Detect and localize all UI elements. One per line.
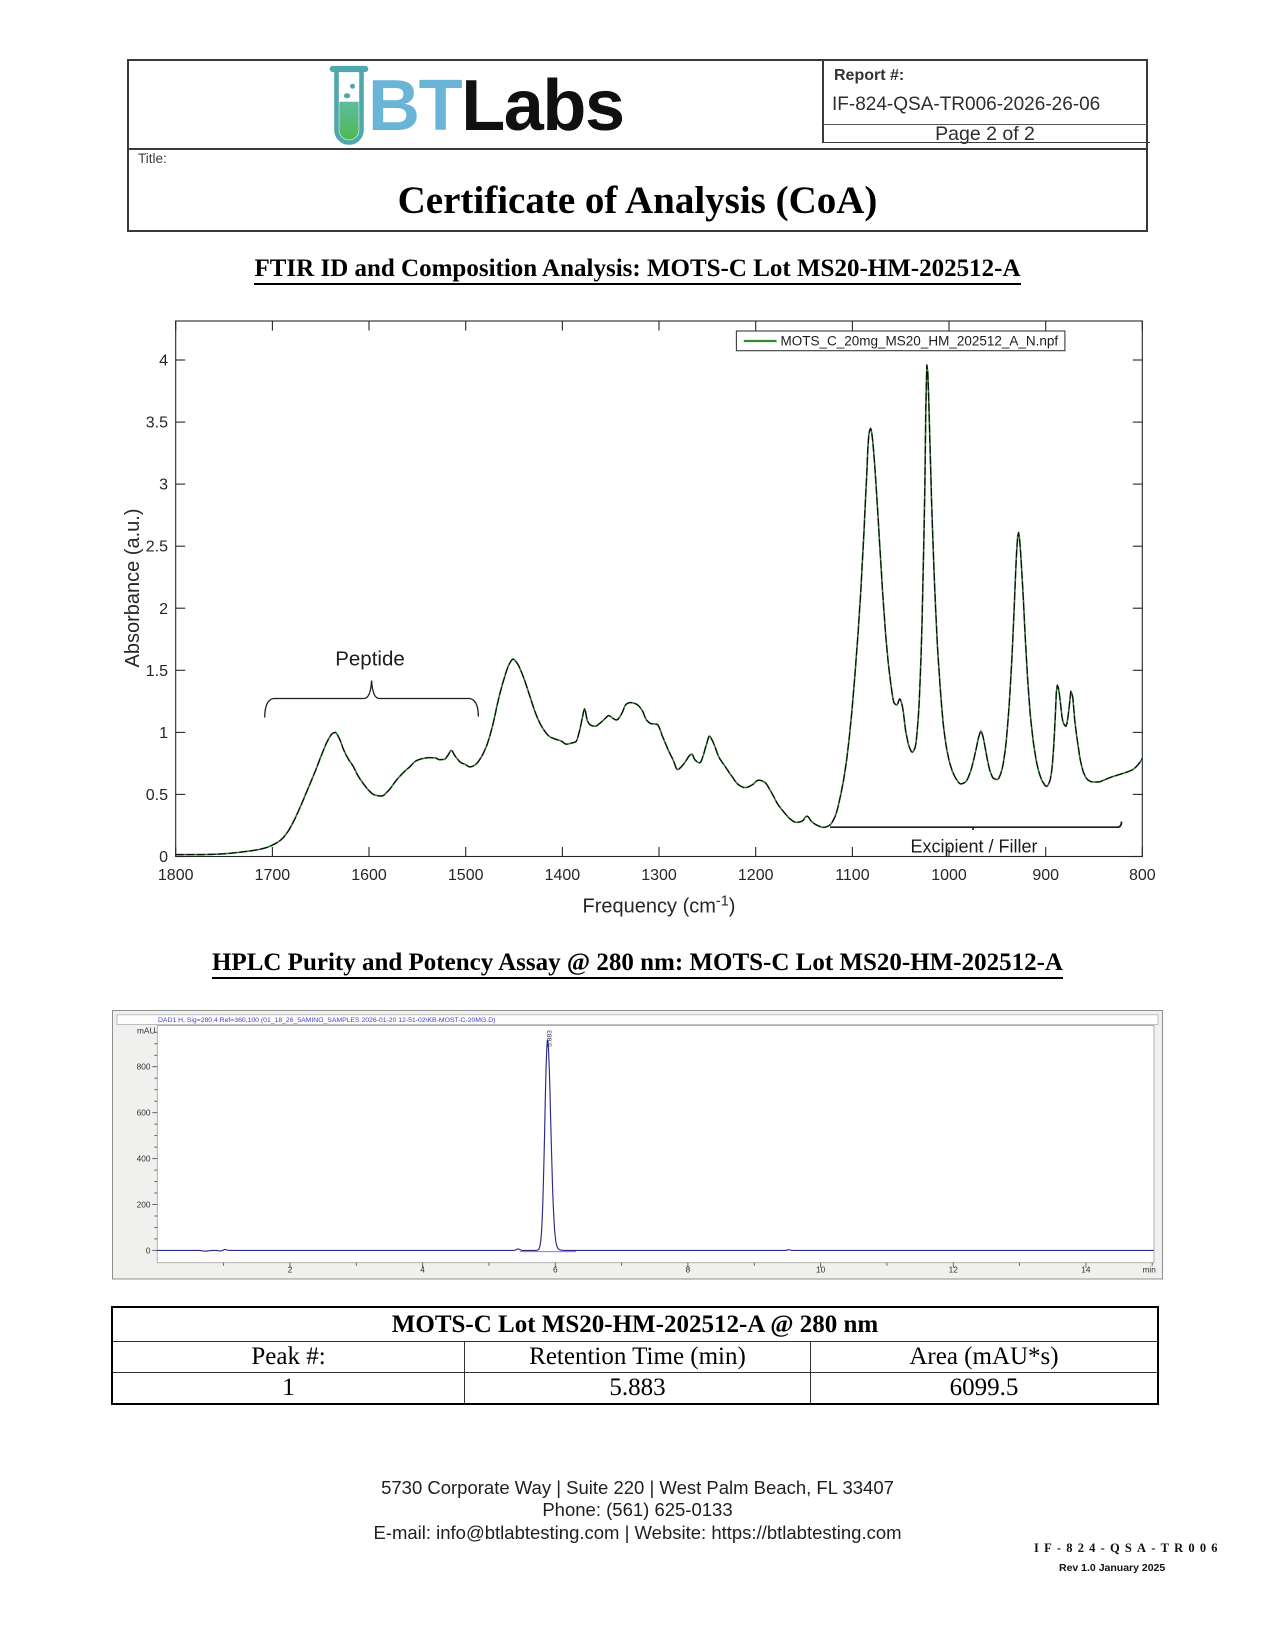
svg-text:14: 14: [1081, 1265, 1091, 1275]
svg-text:1400: 1400: [545, 867, 581, 884]
svg-text:4: 4: [420, 1265, 425, 1275]
svg-text:Excipient / Filler: Excipient / Filler: [910, 837, 1037, 857]
svg-text:1.5: 1.5: [146, 663, 168, 680]
svg-text:1600: 1600: [351, 867, 387, 884]
svg-text:mAU: mAU: [137, 1026, 155, 1036]
svg-text:800: 800: [137, 1062, 151, 1072]
svg-text:1500: 1500: [448, 867, 484, 884]
svg-text:0.5: 0.5: [146, 787, 168, 804]
svg-text:900: 900: [1032, 867, 1059, 884]
svg-text:0: 0: [146, 1245, 151, 1255]
svg-text:Peptide: Peptide: [335, 648, 405, 671]
svg-text:10: 10: [816, 1265, 826, 1275]
svg-text:600: 600: [137, 1108, 151, 1118]
svg-text:Absorbance (a.u.): Absorbance (a.u.): [122, 509, 144, 668]
svg-text:min: min: [1143, 1265, 1157, 1275]
svg-text:3.5: 3.5: [146, 415, 168, 432]
svg-text:Frequency (cm-1): Frequency (cm-1): [583, 894, 736, 918]
svg-text:6: 6: [553, 1265, 558, 1275]
svg-text:2.5: 2.5: [146, 539, 168, 556]
svg-text:8: 8: [686, 1265, 691, 1275]
svg-text:1200: 1200: [738, 867, 774, 884]
svg-text:5.883: 5.883: [546, 1030, 553, 1047]
svg-text:4: 4: [159, 353, 168, 370]
svg-text:1700: 1700: [255, 867, 291, 884]
svg-text:MOTS_C_20mg_MS20_HM_202512_A_N: MOTS_C_20mg_MS20_HM_202512_A_N.npf: [781, 334, 1059, 349]
svg-text:2: 2: [159, 601, 168, 618]
svg-text:0: 0: [159, 849, 168, 866]
svg-text:1: 1: [159, 725, 168, 742]
svg-text:200: 200: [137, 1200, 151, 1210]
svg-text:1300: 1300: [641, 867, 677, 884]
svg-text:400: 400: [137, 1154, 151, 1164]
svg-text:2: 2: [288, 1265, 293, 1275]
svg-text:3: 3: [159, 477, 168, 494]
svg-text:DAD1 H, Sig=280,4 Ref=360,100: DAD1 H, Sig=280,4 Ref=360,100 (01_18_26_…: [158, 1017, 495, 1024]
svg-text:800: 800: [1129, 867, 1156, 884]
svg-text:1100: 1100: [835, 867, 870, 884]
svg-text:1800: 1800: [158, 867, 194, 884]
svg-text:12: 12: [949, 1265, 959, 1275]
svg-text:1000: 1000: [931, 867, 967, 884]
